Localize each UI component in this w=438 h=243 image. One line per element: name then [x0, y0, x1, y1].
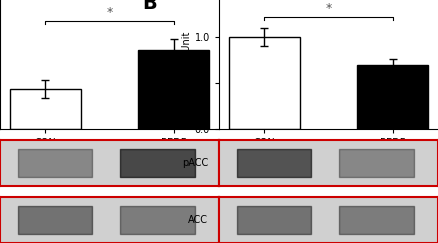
Text: *: *: [325, 2, 332, 15]
Bar: [138, 50, 209, 129]
Bar: [229, 37, 300, 129]
Bar: [357, 65, 428, 129]
Text: ACC: ACC: [188, 215, 208, 225]
Text: B: B: [142, 0, 157, 13]
Y-axis label: Arbitrary Unit: Arbitrary Unit: [182, 31, 192, 98]
Bar: [10, 89, 81, 129]
Text: pACC: pACC: [182, 158, 208, 168]
Text: *: *: [106, 6, 113, 19]
